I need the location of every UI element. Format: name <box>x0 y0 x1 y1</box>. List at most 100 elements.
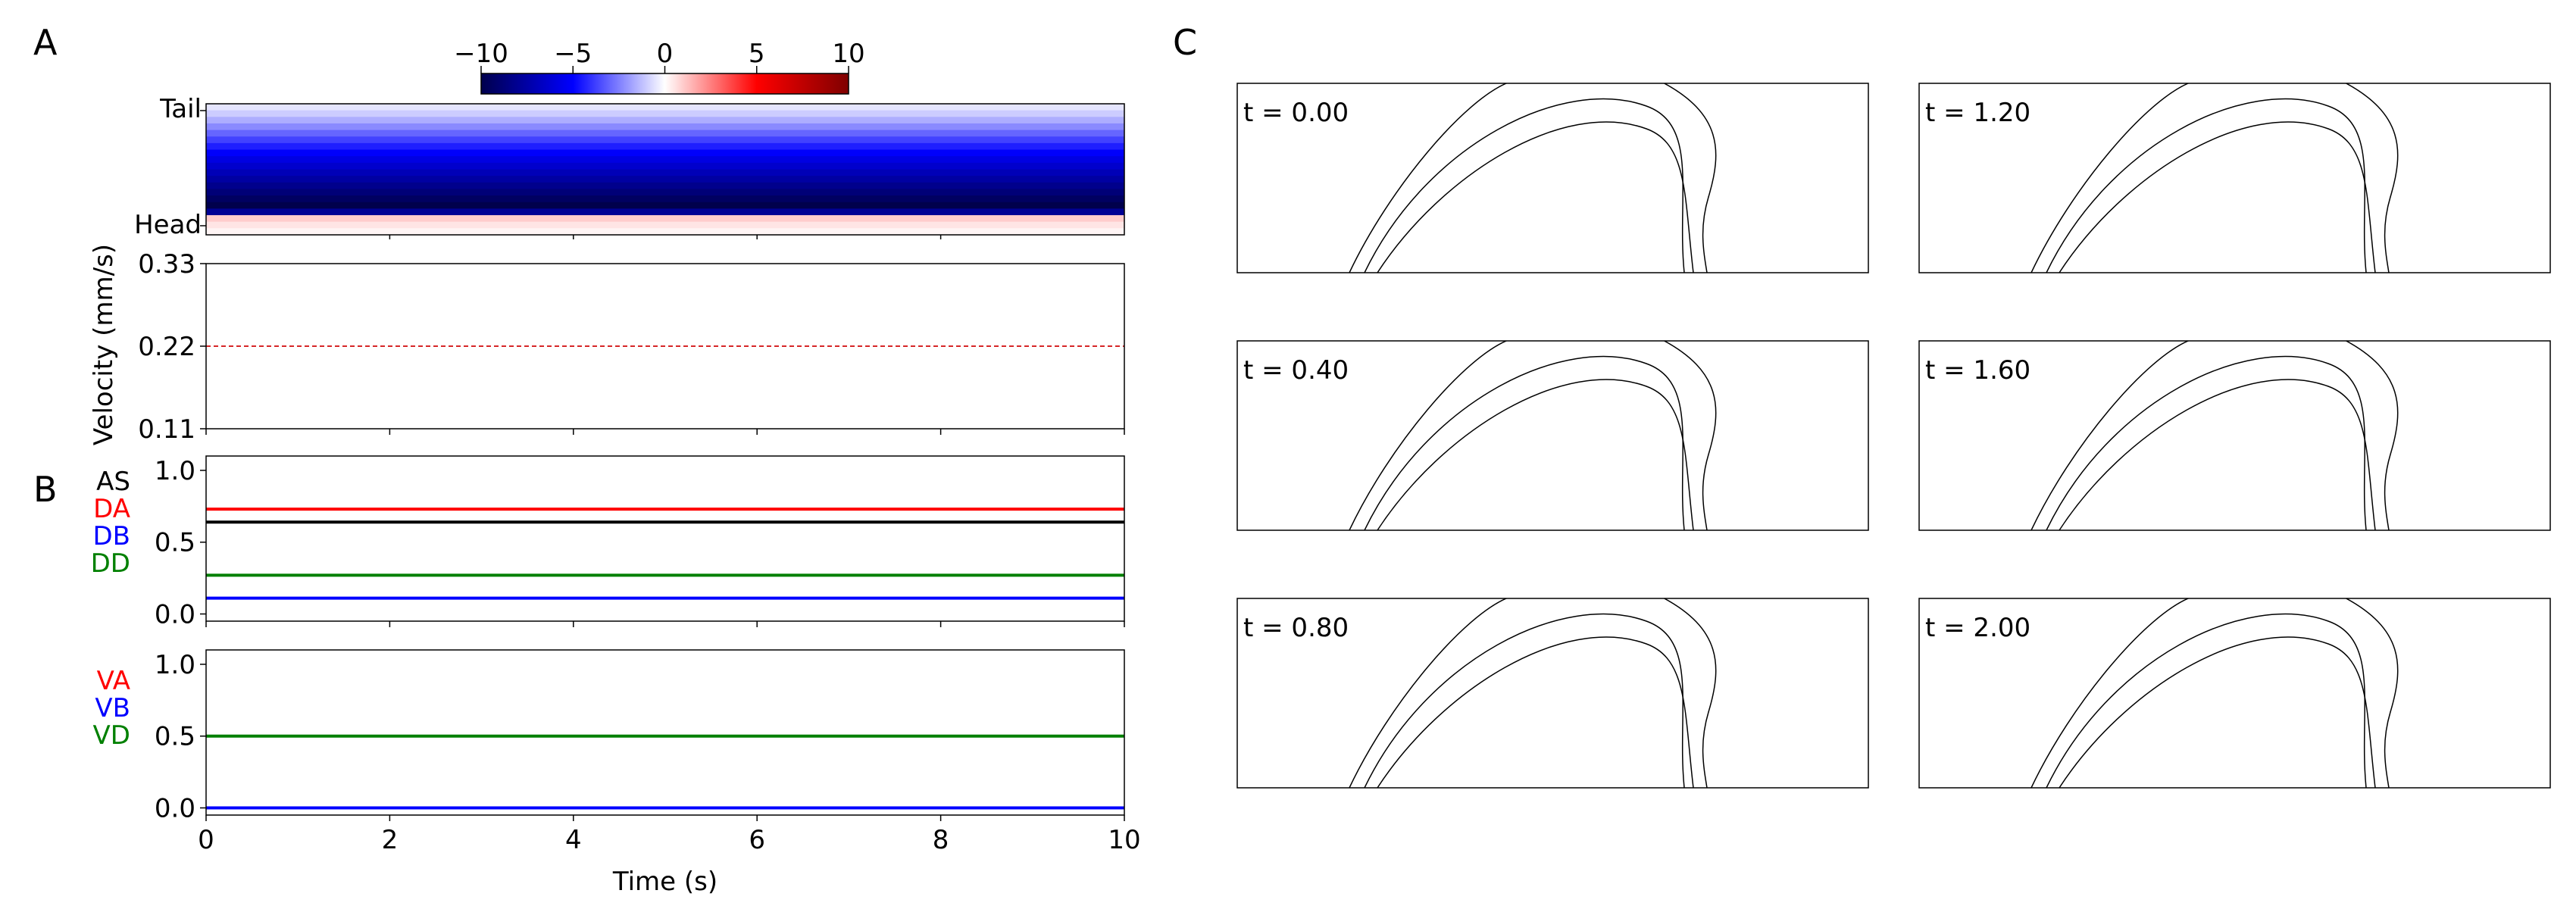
heatmap <box>200 103 1125 239</box>
heatmap-row <box>206 208 1124 216</box>
worm-snapshots: t = 0.00 t = 0.40 t = 0.80 t = 1.20 t = 1.60… <box>1236 83 2551 789</box>
ytick-label: 0.0 <box>155 600 195 630</box>
snapshot-frame <box>1918 598 2551 789</box>
worm-body-outline <box>2030 83 2190 273</box>
worm-body-outline <box>1377 121 1694 273</box>
xtick-label: 0 <box>198 825 214 855</box>
worm-body-outline <box>2059 379 2376 530</box>
heatmap-row <box>206 228 1124 236</box>
worm-body-outline <box>2059 121 2376 273</box>
legend-vb: VB <box>95 693 130 723</box>
legend-db: DB <box>92 521 130 551</box>
colorbar-tick-label: −5 <box>554 39 592 69</box>
heatmap-row <box>206 117 1124 124</box>
snapshot-panel: t = 1.20 <box>1918 83 2551 273</box>
worm-body-outline <box>1364 355 1685 530</box>
snapshot-panel: t = 1.60 <box>1918 340 2551 531</box>
snapshot-frame <box>1918 83 2551 273</box>
worm-body-outline <box>2030 341 2190 530</box>
worm-body-outline <box>2046 613 2367 788</box>
heatmap-row <box>206 104 1124 111</box>
snapshot-time-label: t = 1.20 <box>1925 98 2030 128</box>
snapshot-frame <box>1236 83 1869 273</box>
heatmap-row <box>206 189 1124 196</box>
legend-dd: DD <box>91 548 130 579</box>
colorbar-gradient <box>480 73 849 95</box>
worm-body-outline <box>2345 598 2399 788</box>
heatmap-row <box>206 110 1124 117</box>
worm-body-outline <box>1349 598 1508 788</box>
xtick-label: 6 <box>749 825 765 855</box>
plot-frame <box>205 455 1125 622</box>
time-xlabel: Time (s) <box>612 867 717 897</box>
heatmap-row <box>206 123 1124 131</box>
panel-label-a: A <box>33 22 58 63</box>
heatmap-row <box>206 156 1124 164</box>
xtick-label: 10 <box>1108 825 1140 855</box>
legend-da: DA <box>93 494 130 524</box>
heatmap-row <box>206 136 1124 144</box>
velocity-ylabel: Velocity (mm/s) <box>89 244 119 445</box>
snapshot-time-label: t = 1.60 <box>1925 355 2030 386</box>
legend-vd: VD <box>93 720 130 751</box>
worm-body-outline <box>1663 341 1717 530</box>
ytick-label: 0.22 <box>138 332 195 362</box>
heatmap-tail-label: Tail <box>159 94 202 124</box>
xtick-label: 2 <box>382 825 399 855</box>
ytick-label: 1.0 <box>155 650 195 680</box>
colorbar-tick-label: 5 <box>749 39 765 69</box>
snapshot-frame <box>1918 340 2551 531</box>
worm-body-outline <box>1377 379 1694 530</box>
worm-body-outline <box>1349 341 1508 530</box>
heatmap-row <box>206 162 1124 170</box>
snapshot-time-label: t = 0.40 <box>1243 355 1349 386</box>
worm-body-outline <box>1364 613 1685 788</box>
colorbar-tick-label: −10 <box>454 39 508 69</box>
legend-va: VA <box>97 666 130 696</box>
snapshot-panel: t = 2.00 <box>1918 598 2551 789</box>
heatmap-head-label: Head <box>134 210 202 240</box>
heatmap-frame <box>205 103 1125 236</box>
ytick-label: 0.0 <box>155 794 195 824</box>
heatmap-row <box>206 149 1124 157</box>
heatmap-row <box>206 201 1124 209</box>
colorbar: −10 −5 0 5 10 <box>454 39 865 95</box>
panel-label-c: C <box>1173 22 1197 63</box>
snapshot-time-label: t = 0.80 <box>1243 613 1349 643</box>
heatmap-row <box>206 195 1124 203</box>
worm-body-outline <box>2046 98 2367 273</box>
xtick-label: 8 <box>933 825 949 855</box>
heatmap-row <box>206 221 1124 229</box>
worm-body-outline <box>1663 598 1717 788</box>
ytick-label: 0.11 <box>138 414 195 445</box>
snapshot-time-label: t = 0.00 <box>1243 98 1349 128</box>
colorbar-tick-label: 10 <box>832 39 864 69</box>
heatmap-row <box>206 130 1124 137</box>
snapshot-panel: t = 0.40 <box>1236 340 1869 531</box>
snapshot-time-label: t = 2.00 <box>1925 613 2030 643</box>
plot-frame <box>205 649 1125 816</box>
snapshot-panel: t = 0.80 <box>1236 598 1869 789</box>
worm-body-outline <box>1349 83 1508 273</box>
colorbar-tick-label: 0 <box>657 39 674 69</box>
panel-label-b: B <box>33 469 58 510</box>
ytick-label: 0.5 <box>155 528 195 558</box>
ytick-label: 0.33 <box>138 249 195 280</box>
worm-body-outline <box>1663 83 1717 273</box>
snapshot-panel: t = 0.00 <box>1236 83 1869 273</box>
snapshot-frame <box>1236 340 1869 531</box>
xtick-label: 4 <box>565 825 582 855</box>
ytick-label: 0.5 <box>155 722 195 752</box>
velocity-plot: 0.11 0.22 0.33 <box>138 249 1125 445</box>
worm-body-outline <box>2345 341 2399 530</box>
worm-body-outline <box>1364 98 1685 273</box>
snapshot-frame <box>1236 598 1869 789</box>
worm-body-outline <box>2345 83 2399 273</box>
legend-as: AS <box>96 467 130 497</box>
worm-body-outline <box>2030 598 2190 788</box>
worm-body-outline <box>1377 636 1694 788</box>
ytick-label: 1.0 <box>155 456 195 486</box>
